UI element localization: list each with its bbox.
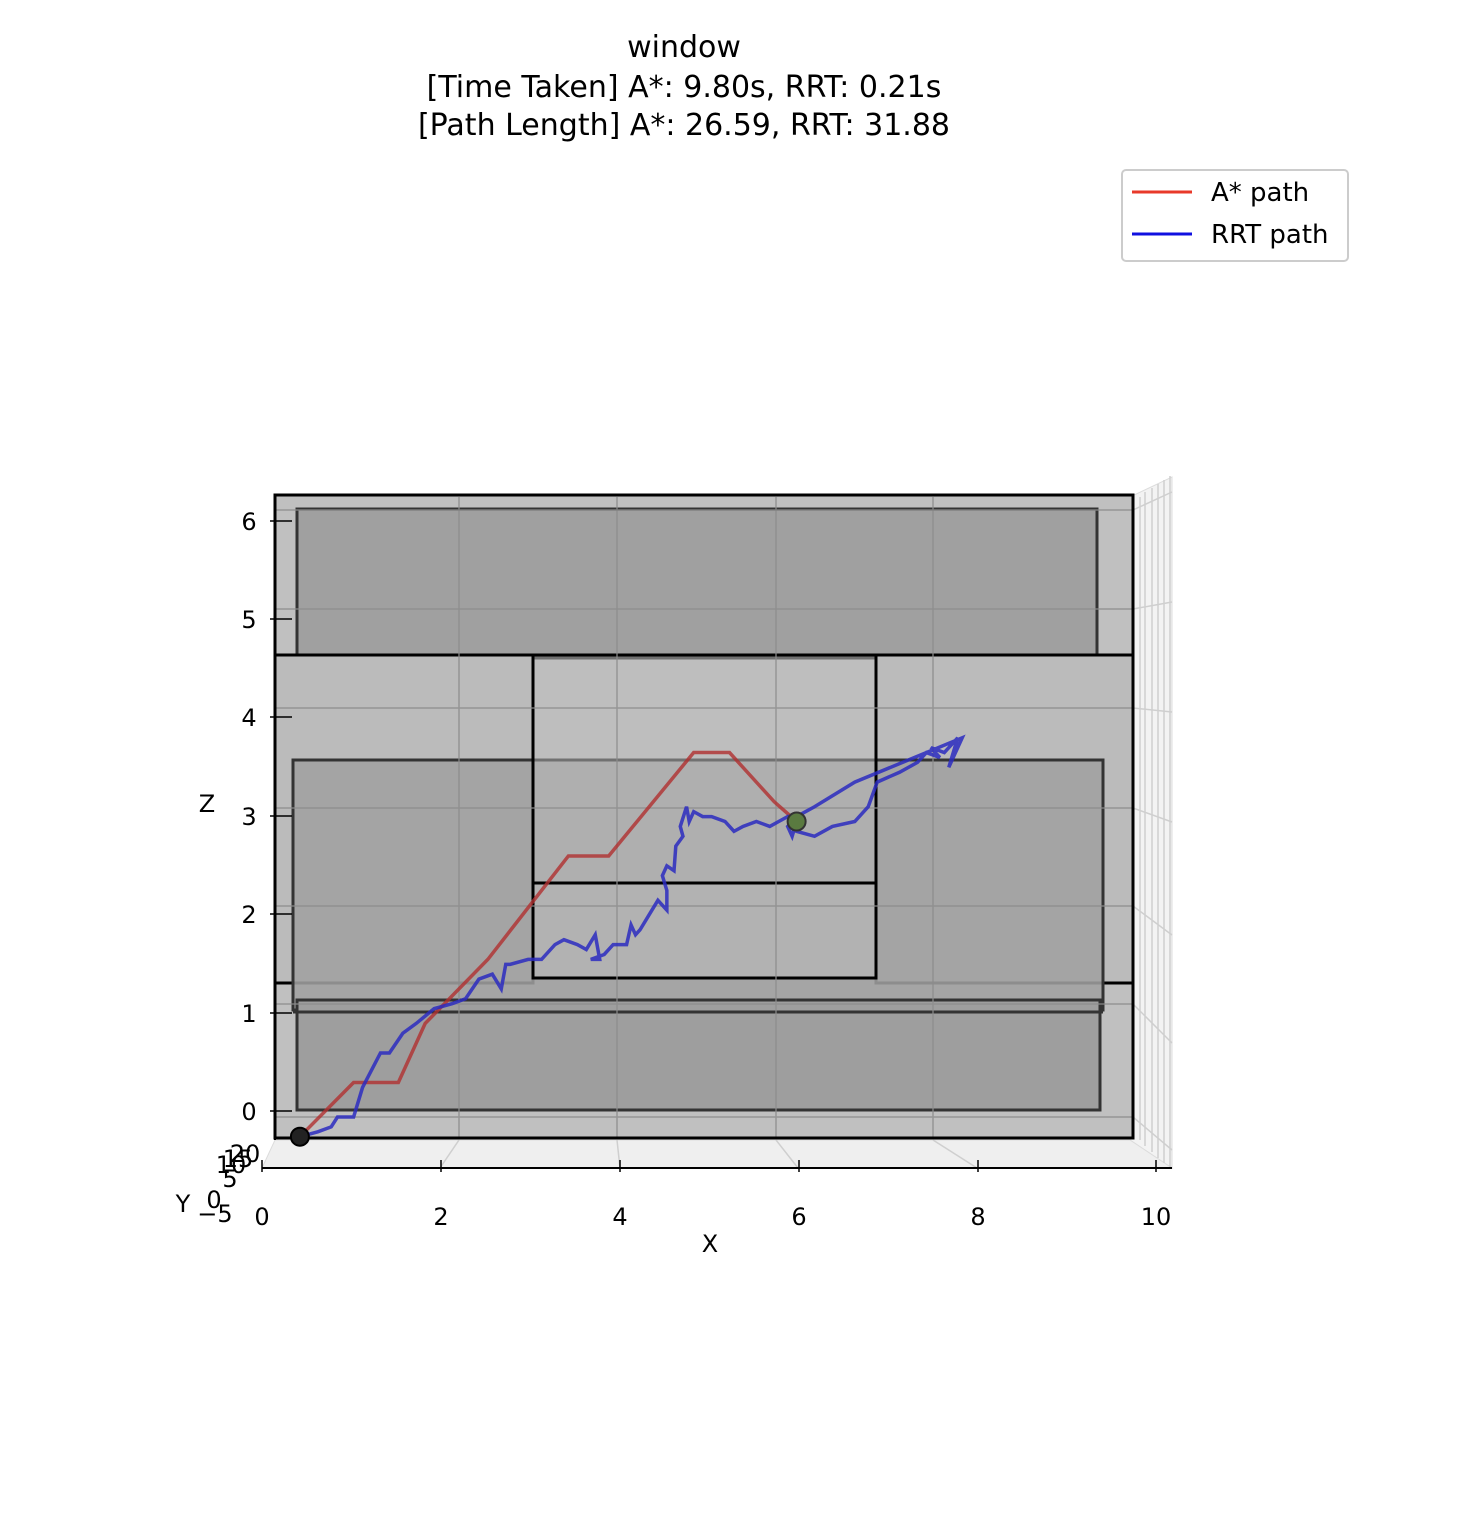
window-upper-opening (531, 653, 878, 885)
x-ticks: 0 2 4 6 8 10 (254, 1160, 1171, 1231)
floor-gridline (932, 1139, 978, 1169)
z-tick-label: 1 (241, 1000, 256, 1028)
floor-pane (261, 1139, 1174, 1169)
title-line-1: window (627, 30, 741, 65)
legend-astar-label: A* path (1211, 178, 1309, 208)
right-pane (1129, 476, 1173, 1169)
window-lower-opening (531, 881, 878, 980)
upper-slab (295, 507, 1099, 660)
pane-gridlines (439, 476, 1173, 1169)
y-axis-label: Y (175, 1190, 191, 1218)
astar-path-line (298, 750, 798, 1138)
x-tick-label: 0 (254, 1203, 269, 1231)
z-tick-label: 6 (241, 508, 256, 536)
z-axis-label: Z (199, 790, 215, 818)
x-tick-label: 4 (612, 1203, 627, 1231)
start-marker (289, 1126, 310, 1147)
legend: A* path RRT path (1121, 169, 1349, 262)
y-tick-label: 0 (206, 1186, 221, 1214)
x-axis-label: X (702, 1230, 718, 1258)
floor-gridline (775, 1139, 799, 1169)
z-ticks: 0 1 2 3 4 5 6 (241, 508, 292, 1126)
y-tick-label: 20 (230, 1140, 261, 1168)
title-line-2: [Time Taken] A*: 9.80s, RRT: 0.21s (426, 70, 942, 105)
title-line-3: [Path Length] A*: 26.59, RRT: 31.88 (417, 108, 951, 143)
z-tick-label: 4 (241, 704, 256, 732)
z-tick-label: 3 (241, 803, 256, 831)
floor-gridline (439, 1139, 460, 1169)
z-tick-label: 2 (241, 901, 256, 929)
x-tick-label: 2 (433, 1203, 448, 1231)
front-gridlines (275, 497, 1133, 1138)
y-tick-label: 10 (216, 1151, 247, 1179)
x-tick-label: 8 (970, 1203, 985, 1231)
legend-rrt-label: RRT path (1211, 220, 1329, 250)
x-tick-label: 10 (1141, 1203, 1172, 1231)
y-tick-label: −5 (197, 1200, 232, 1228)
x-tick-label: 6 (791, 1203, 806, 1231)
y-tick-label: 5 (222, 1165, 237, 1193)
lower-slab (295, 998, 1102, 1112)
y-tick-label: 15 (223, 1145, 254, 1173)
rrt-path-line (299, 734, 966, 1139)
goal-marker (786, 811, 807, 832)
z-tick-label: 0 (241, 1098, 256, 1126)
z-tick-label: 5 (241, 606, 256, 634)
